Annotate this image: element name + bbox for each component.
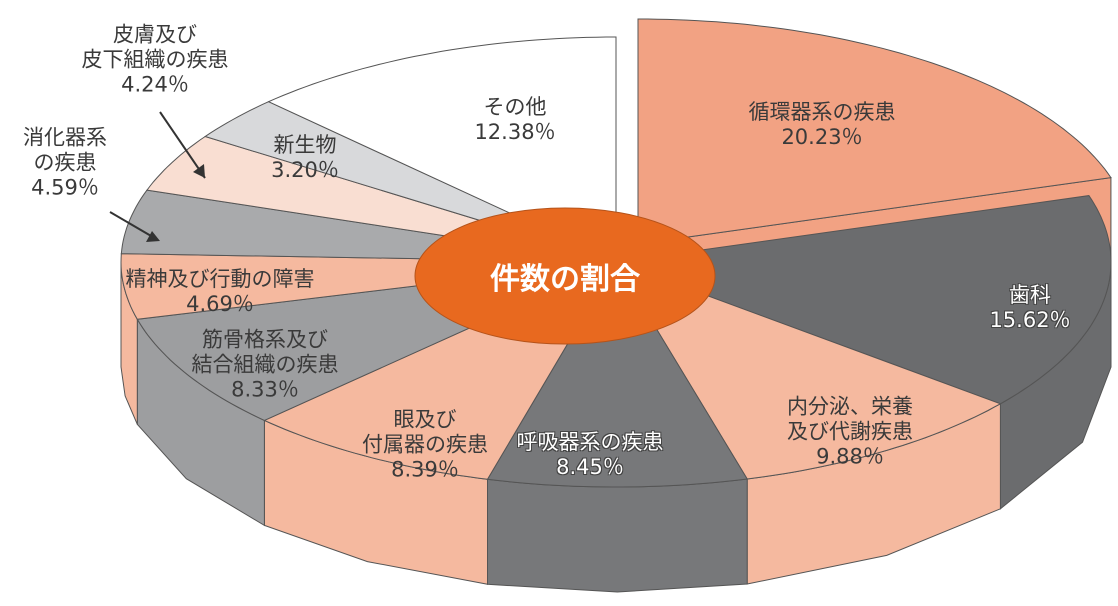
arrow (159, 111, 206, 179)
slice-label: 消化器系 の疾患 4.59％ (23, 126, 107, 201)
value-label: 9.88％ (816, 444, 884, 469)
slice (637, 18, 1112, 245)
slice-label: 精神及び行動の障害 4.69％ (126, 267, 315, 317)
slice (614, 261, 1002, 480)
slice-name: 筋骨格系及び 結合組織の疾患 (191, 327, 339, 377)
slice-label: 循環器系の疾患 20.23％ (749, 100, 896, 150)
slice-label: 眼及び 付属器の疾患 8.39％ (362, 408, 488, 483)
arrowhead (146, 231, 160, 242)
slice-name: 呼吸器系の疾患 (516, 430, 664, 454)
value-label: 15.62％ (989, 308, 1071, 332)
value-label: 12.38％ (474, 120, 556, 144)
slice-label: 筋骨格系及び 結合組織の疾患 8.33％ (192, 328, 339, 403)
slice-label: 皮膚及び 皮下組織の疾患 4.24％ (82, 23, 229, 98)
value-label: 4.24％ (121, 72, 189, 97)
value-label: 8.33％ (231, 377, 299, 402)
value-label: 3.20％ (271, 158, 339, 182)
slice-label: その他 12.38％ (474, 95, 555, 145)
slice-name: 内分泌、栄養 及び代謝疾患 (787, 394, 913, 444)
slice-name: 皮膚及び 皮下組織の疾患 (81, 22, 229, 72)
slice-label: 新生物 3.20％ (271, 133, 339, 183)
slice (615, 195, 1112, 405)
slice-name: 精神及び行動の障害 (125, 267, 315, 291)
chart-title: 件数の割合 (490, 262, 640, 297)
slice (267, 36, 617, 263)
slice-name: その他 (483, 95, 547, 119)
slice-name: 歯科 (1009, 283, 1051, 307)
slice (486, 261, 749, 488)
slice-name: 新生物 (273, 133, 337, 157)
center-ellipse (414, 207, 716, 345)
slice-label: 呼吸器系の疾患 8.45％ (517, 430, 664, 480)
slice-name: 消化器系 の疾患 (23, 125, 107, 175)
slice-name: 眼及び 付属器の疾患 (362, 407, 488, 457)
slice-name: 循環器系の疾患 (748, 100, 896, 124)
value-label: 4.59％ (31, 175, 99, 200)
value-label: 4.69％ (186, 292, 254, 316)
arrowhead (193, 164, 205, 178)
value-label: 20.23％ (781, 125, 863, 149)
value-label: 8.39％ (391, 457, 459, 482)
slice-label: 歯科 15.62％ (989, 283, 1070, 333)
value-label: 8.45％ (556, 455, 624, 479)
slice-side (487, 478, 748, 593)
slice-label: 内分泌、栄養 及び代謝疾患 9.88％ (787, 395, 913, 470)
